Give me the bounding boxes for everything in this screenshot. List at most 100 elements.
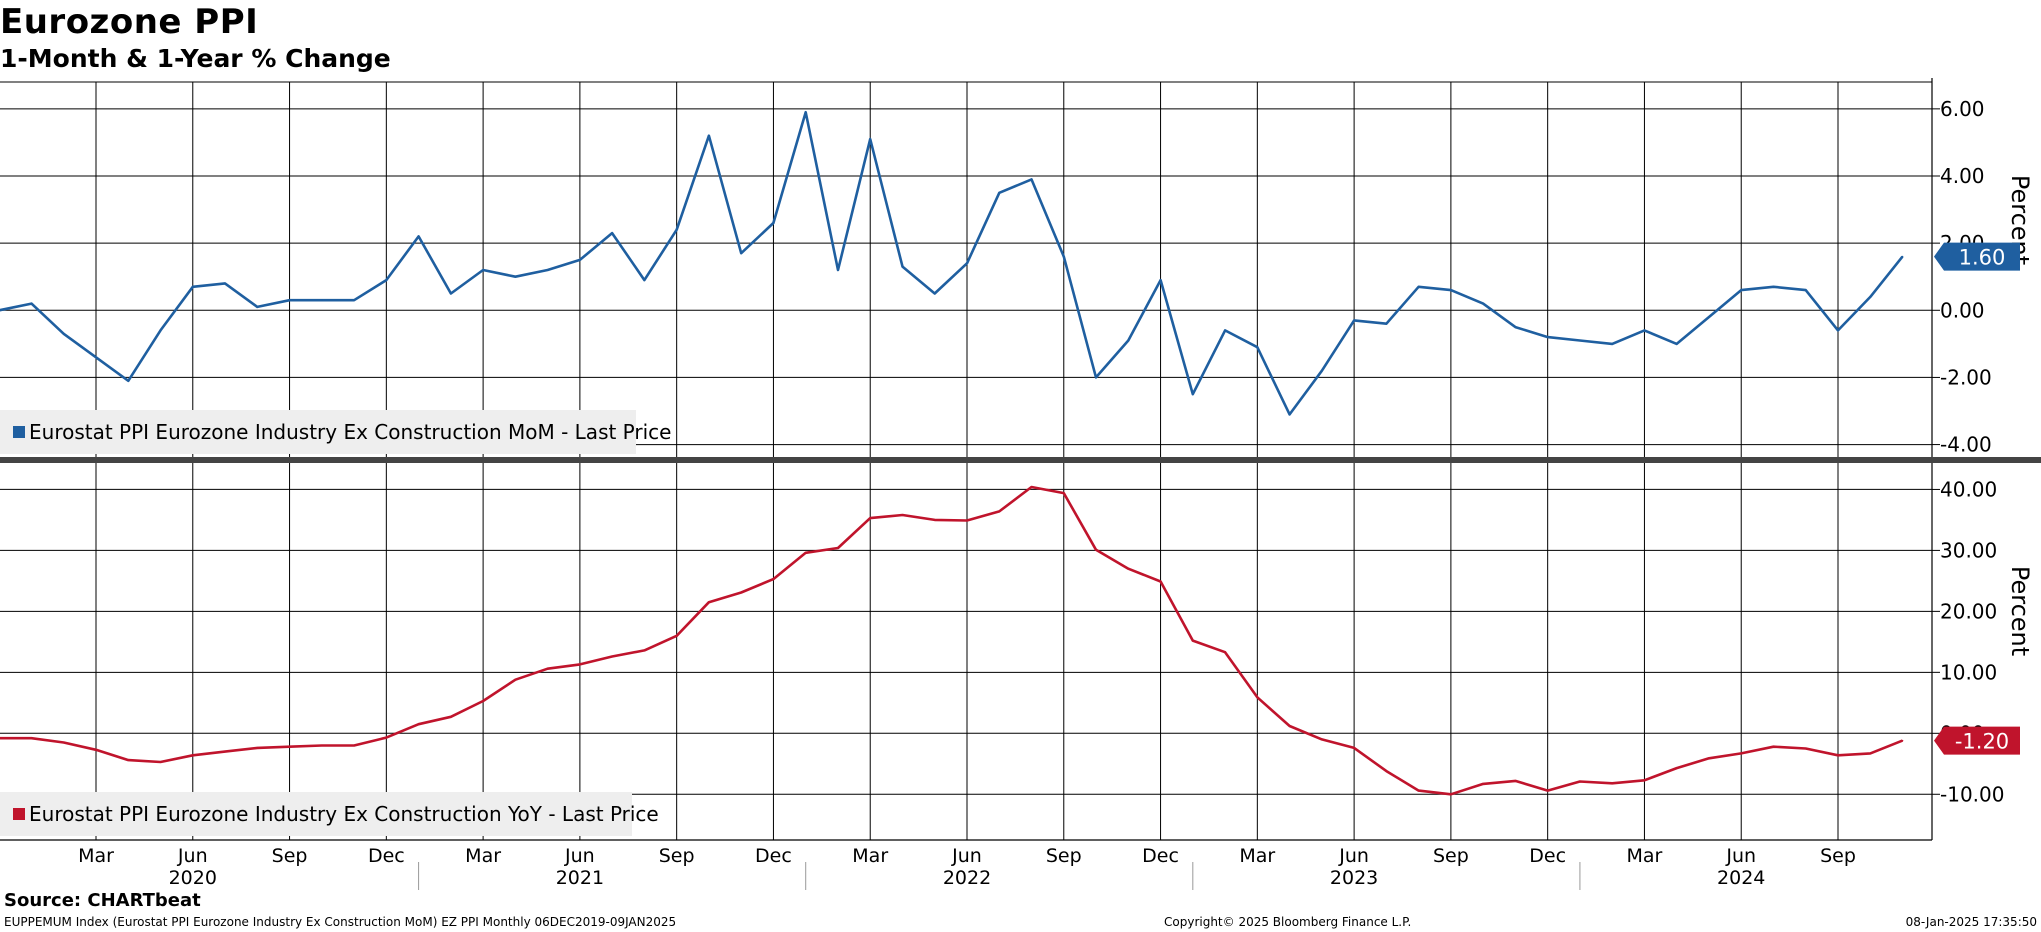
data-point [385, 736, 388, 739]
data-point [804, 111, 807, 114]
data-point [30, 302, 33, 305]
x-tick-label: Dec [1529, 845, 1566, 867]
data-point [417, 723, 420, 725]
data-point [321, 744, 323, 747]
series-line-mom [0, 110, 1904, 416]
data-point [1062, 492, 1065, 494]
last-value-label: -1.20 [1955, 730, 2009, 754]
data-point [1385, 770, 1388, 772]
data-point [127, 759, 130, 761]
data-point [321, 299, 323, 302]
y-tick-label: 20.00 [1940, 599, 1997, 623]
data-point [1869, 752, 1872, 755]
data-point [1546, 789, 1549, 792]
footer-copyright: Copyright© 2025 Bloomberg Finance L.P. [1164, 915, 1412, 929]
legend-swatch [13, 426, 25, 438]
data-point [1224, 651, 1226, 654]
x-tick-label: Sep [1046, 845, 1082, 867]
y-tick-label: 6.00 [1940, 97, 1985, 121]
data-point [62, 741, 65, 744]
data-point [1062, 255, 1065, 258]
data-point [95, 356, 97, 359]
data-point [1385, 322, 1388, 325]
data-point [611, 232, 613, 234]
data-point [1804, 289, 1807, 291]
data-point [901, 514, 904, 516]
data-point [1192, 393, 1194, 396]
data-point [708, 134, 710, 137]
chart-area: Mar Jun Sep Dec Mar Jun Sep Dec Mar Jun Sep Dec Mar J… [0, 78, 2041, 890]
data-point [1772, 285, 1775, 288]
data-point [1417, 789, 1420, 792]
data-point [62, 332, 65, 335]
data-point [1675, 343, 1678, 345]
data-point [1901, 739, 1904, 742]
data-point [1224, 329, 1226, 332]
data-point [288, 299, 291, 302]
data-point [1450, 793, 1452, 796]
data-point [1127, 339, 1130, 342]
data-point [30, 737, 33, 739]
x-year-label: 2022 [943, 867, 991, 889]
data-point [1127, 567, 1130, 570]
panel-divider [0, 457, 2041, 463]
data-point [579, 259, 581, 261]
x-year-label: 2024 [1717, 867, 1765, 889]
chart-subtitle: 1-Month & 1-Year % Change [0, 44, 391, 73]
x-tick-label: Jun [951, 845, 982, 867]
data-point [966, 519, 968, 522]
data-point [1837, 329, 1839, 332]
data-point [1353, 747, 1355, 749]
x-tick-label: Mar [852, 845, 888, 867]
x-tick-label: Mar [78, 845, 114, 867]
data-point [643, 649, 646, 652]
data-point [772, 578, 775, 580]
legend-mom: Eurostat PPI Eurozone Industry Ex Constr… [0, 410, 671, 454]
tick-labels: Mar Jun Sep Dec Mar Jun Sep Dec Mar Jun Sep Dec Mar J… [78, 97, 2034, 889]
data-point [933, 519, 936, 521]
data-point [1321, 369, 1323, 372]
data-point [966, 262, 968, 265]
y-tick-label: -4.00 [1940, 433, 1992, 457]
data-point [1837, 754, 1839, 757]
data-point [191, 754, 194, 757]
data-point [837, 269, 839, 271]
x-tick-label: Jun [1725, 845, 1756, 867]
data-point [1901, 255, 1904, 258]
data-point [191, 285, 194, 288]
data-point [1643, 779, 1646, 782]
data-point [482, 269, 484, 271]
data-point [1579, 780, 1581, 783]
data-point [1256, 346, 1259, 349]
data-point [837, 547, 839, 549]
data-point [1030, 486, 1033, 488]
data-point [998, 191, 1001, 194]
x-tick-label: Dec [755, 845, 792, 867]
data-point [1095, 548, 1097, 551]
legend-label: Eurostat PPI Eurozone Industry Ex Constr… [29, 802, 659, 826]
series-line-yoy [0, 485, 1903, 796]
data-point [1546, 336, 1549, 338]
data-point [579, 663, 581, 666]
last-value-tag: 1.60 [1934, 242, 2020, 271]
x-tick-label: Dec [1142, 845, 1179, 867]
data-point [159, 329, 162, 332]
data-point [1611, 782, 1613, 785]
data-point [1804, 747, 1807, 750]
y-tick-label: -10.00 [1940, 782, 2004, 806]
data-point [740, 591, 742, 594]
y-tick-label: 4.00 [1940, 164, 1985, 188]
x-tick-label: Jun [1338, 845, 1369, 867]
legend-yoy: Eurostat PPI Eurozone Industry Ex Constr… [0, 792, 659, 836]
x-year-label: 2021 [556, 867, 604, 889]
data-point [772, 222, 775, 224]
data-point [546, 269, 549, 271]
legends: Eurostat PPI Eurozone Industry Ex Constr… [0, 410, 671, 836]
y-tick-label: 10.00 [1940, 660, 1997, 684]
y-tick-label: 40.00 [1940, 477, 1997, 501]
data-point [1611, 343, 1613, 345]
series-layer: 1.60 -1.20 [0, 110, 2020, 796]
x-tick-label: Mar [1239, 845, 1275, 867]
data-point [1192, 639, 1194, 642]
data-point [95, 748, 97, 751]
